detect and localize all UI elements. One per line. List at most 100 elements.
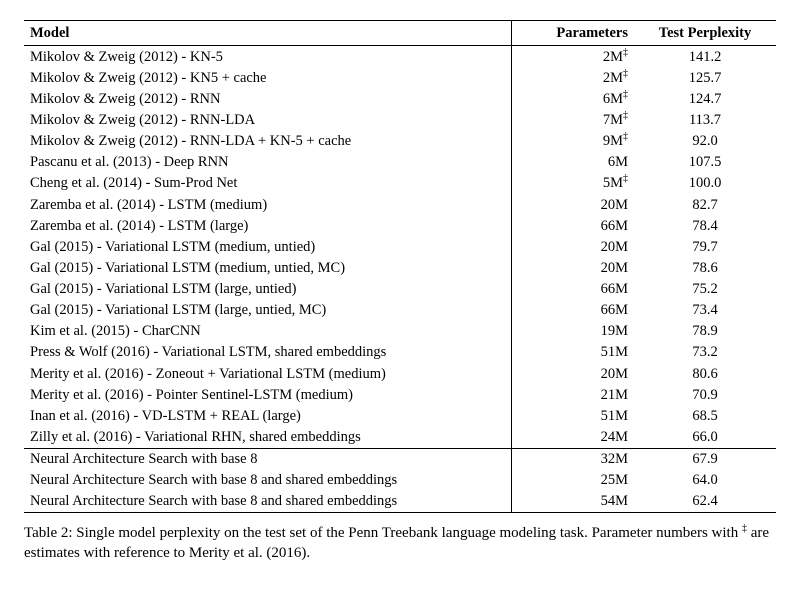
table-row: Mikolov & Zweig (2012) - RNN-LDA7M‡113.7 (24, 110, 776, 131)
table-header-row: Model Parameters Test Perplexity (24, 21, 776, 46)
cell-model: Merity et al. (2016) - Zoneout + Variati… (24, 363, 512, 384)
cell-model: Mikolov & Zweig (2012) - RNN-LDA + KN-5 … (24, 131, 512, 152)
cell-parameters: 20M (512, 363, 635, 384)
table-row: Neural Architecture Search with base 832… (24, 448, 776, 470)
cell-parameters: 66M (512, 215, 635, 236)
table-row: Cheng et al. (2014) - Sum-Prod Net5M‡100… (24, 173, 776, 194)
cell-parameters: 19M (512, 321, 635, 342)
table-row: Inan et al. (2016) - VD-LSTM + REAL (lar… (24, 405, 776, 426)
cell-perplexity: 82.7 (634, 194, 776, 215)
cell-model: Cheng et al. (2014) - Sum-Prod Net (24, 173, 512, 194)
cell-model: Gal (2015) - Variational LSTM (large, un… (24, 279, 512, 300)
caption-prefix: Table 2: (24, 525, 76, 541)
cell-perplexity: 68.5 (634, 405, 776, 426)
cell-model: Mikolov & Zweig (2012) - KN5 + cache (24, 67, 512, 88)
cell-model: Pascanu et al. (2013) - Deep RNN (24, 152, 512, 173)
table-body: Mikolov & Zweig (2012) - KN-52M‡141.2Mik… (24, 46, 776, 513)
table-row: Gal (2015) - Variational LSTM (large, un… (24, 279, 776, 300)
col-test-perplexity: Test Perplexity (634, 21, 776, 46)
perplexity-table: Model Parameters Test Perplexity Mikolov… (24, 20, 776, 513)
table-row: Gal (2015) - Variational LSTM (medium, u… (24, 257, 776, 278)
cell-parameters: 21M (512, 384, 635, 405)
cell-parameters: 54M (512, 491, 635, 513)
table-row: Mikolov & Zweig (2012) - RNN-LDA + KN-5 … (24, 131, 776, 152)
cell-parameters: 66M (512, 300, 635, 321)
table-row: Pascanu et al. (2013) - Deep RNN6M107.5 (24, 152, 776, 173)
cell-perplexity: 67.9 (634, 448, 776, 470)
cell-perplexity: 66.0 (634, 426, 776, 448)
cell-parameters: 24M (512, 426, 635, 448)
cell-parameters: 20M (512, 194, 635, 215)
table-row: Merity et al. (2016) - Pointer Sentinel-… (24, 384, 776, 405)
cell-perplexity: 100.0 (634, 173, 776, 194)
cell-parameters: 9M‡ (512, 131, 635, 152)
col-parameters: Parameters (512, 21, 635, 46)
cell-perplexity: 78.6 (634, 257, 776, 278)
cell-parameters: 20M (512, 257, 635, 278)
cell-model: Mikolov & Zweig (2012) - RNN (24, 88, 512, 109)
cell-model: Mikolov & Zweig (2012) - KN-5 (24, 46, 512, 68)
cell-perplexity: 80.6 (634, 363, 776, 384)
cell-perplexity: 78.4 (634, 215, 776, 236)
cell-parameters: 51M (512, 342, 635, 363)
cell-parameters: 2M‡ (512, 46, 635, 68)
cell-parameters: 20M (512, 236, 635, 257)
cell-model: Inan et al. (2016) - VD-LSTM + REAL (lar… (24, 405, 512, 426)
cell-perplexity: 73.2 (634, 342, 776, 363)
cell-perplexity: 70.9 (634, 384, 776, 405)
cell-model: Kim et al. (2015) - CharCNN (24, 321, 512, 342)
caption-text-a: Single model perplexity on the test set … (76, 525, 742, 541)
cell-perplexity: 62.4 (634, 491, 776, 513)
table-row: Neural Architecture Search with base 8 a… (24, 470, 776, 491)
cell-model: Zaremba et al. (2014) - LSTM (medium) (24, 194, 512, 215)
cell-perplexity: 107.5 (634, 152, 776, 173)
cell-parameters: 66M (512, 279, 635, 300)
table-row: Mikolov & Zweig (2012) - RNN6M‡124.7 (24, 88, 776, 109)
table-row: Mikolov & Zweig (2012) - KN-52M‡141.2 (24, 46, 776, 68)
table-row: Merity et al. (2016) - Zoneout + Variati… (24, 363, 776, 384)
cell-perplexity: 141.2 (634, 46, 776, 68)
cell-model: Zilly et al. (2016) - Variational RHN, s… (24, 426, 512, 448)
cell-perplexity: 73.4 (634, 300, 776, 321)
cell-parameters: 5M‡ (512, 173, 635, 194)
cell-model: Neural Architecture Search with base 8 (24, 448, 512, 470)
dagger-icon: ‡ (623, 68, 628, 79)
dagger-icon: ‡ (623, 131, 628, 142)
cell-perplexity: 78.9 (634, 321, 776, 342)
cell-parameters: 32M (512, 448, 635, 470)
cell-model: Gal (2015) - Variational LSTM (medium, u… (24, 257, 512, 278)
cell-model: Neural Architecture Search with base 8 a… (24, 470, 512, 491)
cell-perplexity: 113.7 (634, 110, 776, 131)
cell-parameters: 7M‡ (512, 110, 635, 131)
cell-model: Merity et al. (2016) - Pointer Sentinel-… (24, 384, 512, 405)
table-row: Zilly et al. (2016) - Variational RHN, s… (24, 426, 776, 448)
col-model: Model (24, 21, 512, 46)
cell-parameters: 2M‡ (512, 67, 635, 88)
cell-model: Neural Architecture Search with base 8 a… (24, 491, 512, 513)
cell-perplexity: 64.0 (634, 470, 776, 491)
cell-parameters: 6M‡ (512, 88, 635, 109)
table-row: Zaremba et al. (2014) - LSTM (medium)20M… (24, 194, 776, 215)
dagger-icon: ‡ (623, 110, 628, 121)
table-row: Gal (2015) - Variational LSTM (large, un… (24, 300, 776, 321)
table-row: Kim et al. (2015) - CharCNN19M78.9 (24, 321, 776, 342)
table-row: Neural Architecture Search with base 8 a… (24, 491, 776, 513)
cell-parameters: 51M (512, 405, 635, 426)
cell-model: Gal (2015) - Variational LSTM (medium, u… (24, 236, 512, 257)
cell-perplexity: 125.7 (634, 67, 776, 88)
cell-model: Mikolov & Zweig (2012) - RNN-LDA (24, 110, 512, 131)
cell-model: Gal (2015) - Variational LSTM (large, un… (24, 300, 512, 321)
cell-perplexity: 79.7 (634, 236, 776, 257)
cell-parameters: 6M (512, 152, 635, 173)
cell-perplexity: 92.0 (634, 131, 776, 152)
cell-perplexity: 124.7 (634, 88, 776, 109)
cell-model: Press & Wolf (2016) - Variational LSTM, … (24, 342, 512, 363)
cell-parameters: 25M (512, 470, 635, 491)
table-caption: Table 2: Single model perplexity on the … (24, 523, 776, 564)
cell-model: Zaremba et al. (2014) - LSTM (large) (24, 215, 512, 236)
table-row: Zaremba et al. (2014) - LSTM (large)66M7… (24, 215, 776, 236)
dagger-icon: ‡ (623, 47, 628, 58)
dagger-icon: ‡ (623, 89, 628, 100)
table-row: Press & Wolf (2016) - Variational LSTM, … (24, 342, 776, 363)
dagger-icon: ‡ (623, 174, 628, 185)
